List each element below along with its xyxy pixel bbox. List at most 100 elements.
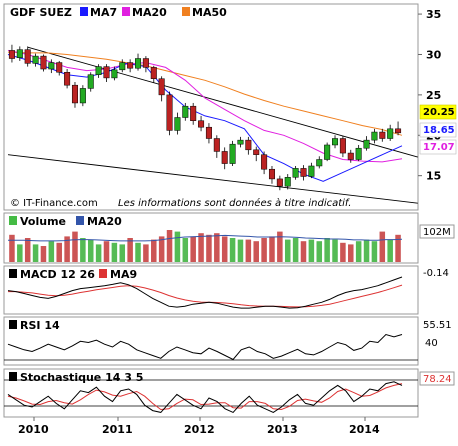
candle-body bbox=[292, 168, 299, 178]
volume-bar bbox=[24, 238, 31, 262]
candle-body bbox=[24, 49, 31, 64]
candle-body bbox=[95, 66, 102, 75]
candle-body bbox=[213, 138, 220, 152]
last-value-box bbox=[419, 122, 457, 138]
volume-bar bbox=[363, 239, 370, 262]
trendline bbox=[7, 154, 418, 204]
legend-rsi: RSI 14 bbox=[20, 319, 60, 332]
volume-bar bbox=[308, 239, 315, 262]
volume-bar bbox=[324, 238, 330, 262]
candle-body bbox=[158, 78, 165, 96]
legend-macd: MACD 12 26 bbox=[20, 268, 95, 281]
rsi-level-label: 40 bbox=[425, 338, 438, 349]
volume-bar bbox=[182, 238, 189, 262]
moving-averages bbox=[7, 49, 403, 182]
candle-body bbox=[371, 131, 378, 141]
last-value-label: 18.65 bbox=[423, 125, 455, 136]
candle-body bbox=[355, 147, 362, 160]
candle-body bbox=[16, 49, 23, 58]
legend-swatch-macd bbox=[9, 269, 17, 278]
volume-bar bbox=[340, 242, 346, 262]
volume-bar bbox=[245, 239, 252, 262]
legend-volume: Volume bbox=[20, 215, 66, 228]
stochastic-lines bbox=[7, 381, 403, 414]
volume-bar bbox=[40, 246, 47, 262]
candle-body bbox=[32, 55, 39, 64]
volume-bar bbox=[221, 236, 228, 262]
volume-bar bbox=[17, 244, 23, 262]
volume-legend: Volume MA20 bbox=[9, 215, 122, 228]
volume-bar bbox=[158, 236, 165, 262]
volume-bar bbox=[32, 244, 39, 262]
legend-swatch-ma9 bbox=[99, 269, 107, 278]
candle-body bbox=[182, 105, 189, 118]
candle-body bbox=[395, 128, 402, 134]
price-legend: GDF SUEZ MA7 MA20 MA50 bbox=[10, 6, 227, 19]
last-value-box bbox=[419, 104, 457, 120]
volume-bar bbox=[214, 233, 220, 262]
volume-bar bbox=[48, 241, 55, 262]
volume-bar bbox=[261, 238, 267, 262]
candle-body bbox=[221, 151, 228, 164]
x-tick-label: 2014 bbox=[349, 423, 380, 436]
candle-body bbox=[103, 66, 110, 79]
candles bbox=[8, 44, 402, 191]
stochastic-d-line bbox=[7, 383, 403, 411]
legend-swatch-rsi bbox=[9, 320, 17, 329]
candle-body bbox=[300, 168, 307, 177]
volume-bar bbox=[277, 231, 283, 262]
candle-body bbox=[64, 72, 71, 86]
volume-last-label: 102M bbox=[423, 227, 451, 238]
candle-body bbox=[363, 139, 370, 149]
legend-swatch-ma20 bbox=[122, 7, 130, 16]
legend-swatch-volume-ma20 bbox=[76, 216, 84, 225]
price-y-tick-label: 15 bbox=[426, 170, 441, 183]
price-y-tick-label: 35 bbox=[426, 8, 441, 21]
macd-lines bbox=[7, 276, 403, 309]
candle-body bbox=[387, 128, 394, 139]
rsi-panel: RSI 14 55.51 40 bbox=[3, 316, 452, 366]
macd-line bbox=[7, 276, 403, 309]
volume-bar bbox=[72, 231, 78, 262]
candle-body bbox=[245, 139, 252, 151]
volume-bar bbox=[151, 239, 157, 262]
candle-body bbox=[237, 139, 244, 145]
volume-bar bbox=[127, 238, 133, 262]
legend-stochastic: Stochastique 14 3 5 bbox=[20, 371, 143, 384]
candle-body bbox=[166, 94, 173, 131]
last-value-labels: 20.25 18.65 17.07 bbox=[419, 104, 457, 155]
volume-bar bbox=[332, 239, 338, 262]
candle-body bbox=[198, 120, 205, 128]
candle-body bbox=[8, 50, 15, 59]
candle-body bbox=[87, 74, 94, 89]
rsi-last-label: 55.51 bbox=[423, 320, 452, 331]
volume-bar bbox=[103, 241, 110, 262]
rsi-legend: RSI 14 bbox=[9, 319, 60, 332]
disclaimer-text: Les informations sont données à titre in… bbox=[118, 197, 351, 209]
volume-ma-line bbox=[8, 234, 403, 242]
candle-body bbox=[253, 149, 260, 155]
volume-bar bbox=[80, 238, 86, 262]
volume-bar bbox=[316, 241, 323, 262]
trendline bbox=[27, 46, 418, 158]
rsi-value-line bbox=[7, 333, 403, 361]
volume-bar bbox=[348, 244, 354, 262]
ma7-line bbox=[7, 54, 403, 182]
candle-body bbox=[268, 168, 275, 180]
volume-bar bbox=[166, 230, 173, 262]
ma50-line bbox=[7, 51, 403, 136]
candle-body bbox=[347, 152, 354, 160]
price-y-axis: 3530252015 bbox=[418, 8, 442, 183]
x-tick-label: 2013 bbox=[267, 423, 298, 436]
candle-body bbox=[276, 178, 283, 187]
volume-bar bbox=[190, 236, 196, 262]
volume-bar bbox=[95, 244, 102, 262]
volume-bar bbox=[284, 239, 291, 262]
candle-body bbox=[308, 165, 315, 177]
x-axis: 2010 2011 2012 2013 2014 bbox=[18, 417, 380, 436]
ma20-line bbox=[7, 49, 403, 163]
candle-body bbox=[324, 144, 331, 160]
stochastic-last-label: 78.24 bbox=[423, 374, 452, 385]
volume-bar bbox=[64, 236, 70, 262]
legend-swatch-volume bbox=[9, 216, 17, 225]
